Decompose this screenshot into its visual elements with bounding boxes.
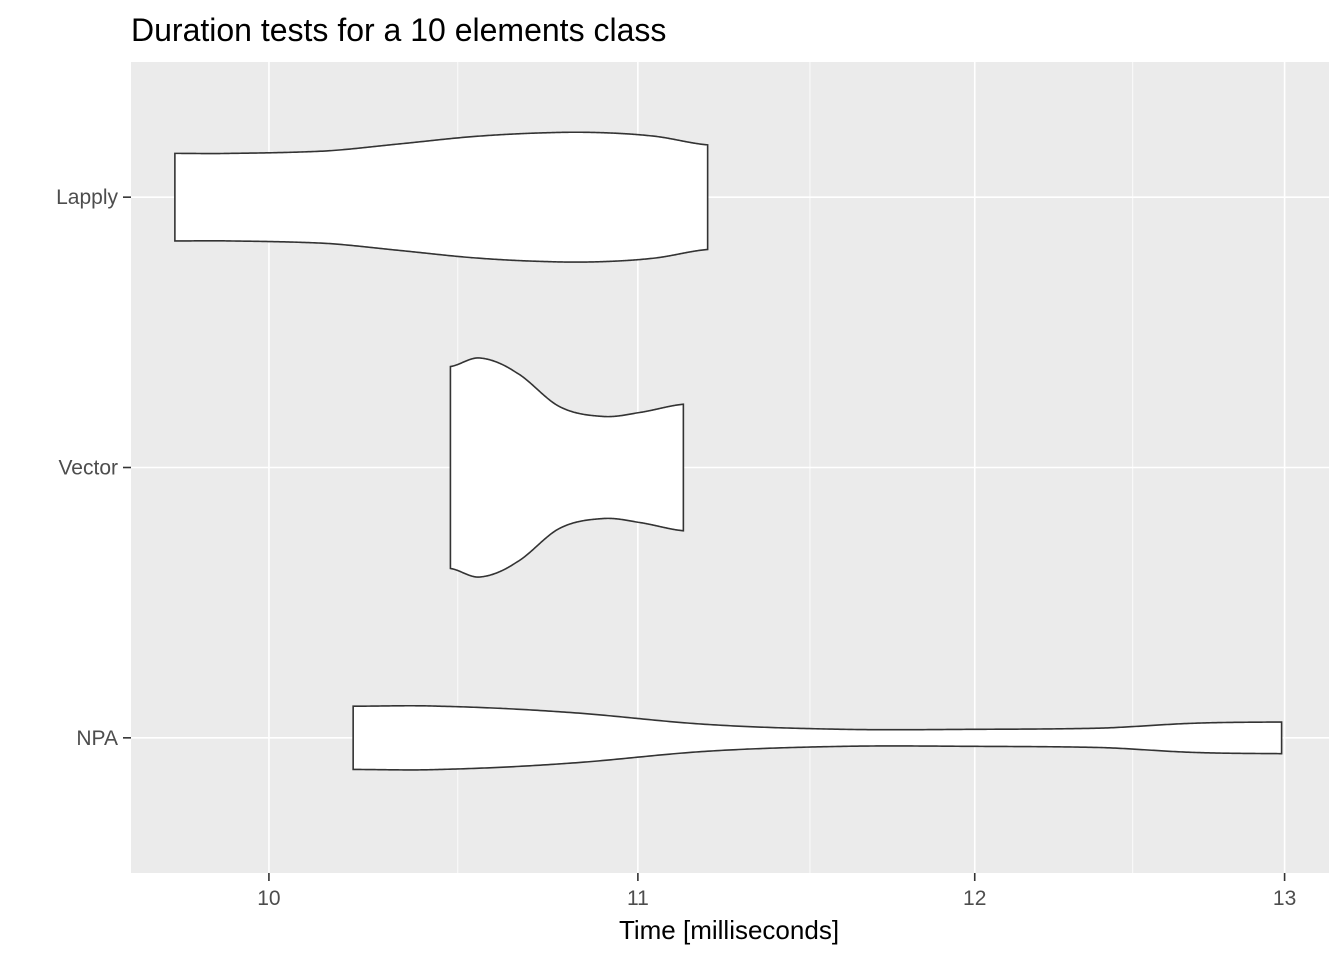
y-axis: Lapply Vector NPA [56, 186, 131, 750]
x-tick-label: 10 [257, 887, 280, 910]
x-tick-label: 13 [1273, 887, 1296, 910]
x-axis-title: Time [milliseconds] [619, 915, 839, 945]
y-tick-label: Vector [58, 457, 118, 480]
x-tick-label: 11 [627, 887, 649, 910]
x-tick-label: 12 [963, 887, 986, 910]
chart-title: Duration tests for a 10 elements class [131, 12, 666, 48]
violin-vector [449, 357, 685, 578]
y-tick-label: Lapply [56, 186, 118, 209]
x-axis: 10 11 12 13 [257, 873, 1296, 910]
violin-series [174, 131, 1283, 771]
y-tick-label: NPA [76, 727, 118, 750]
violin-npa [352, 704, 1283, 771]
violin-lapply [174, 131, 709, 263]
